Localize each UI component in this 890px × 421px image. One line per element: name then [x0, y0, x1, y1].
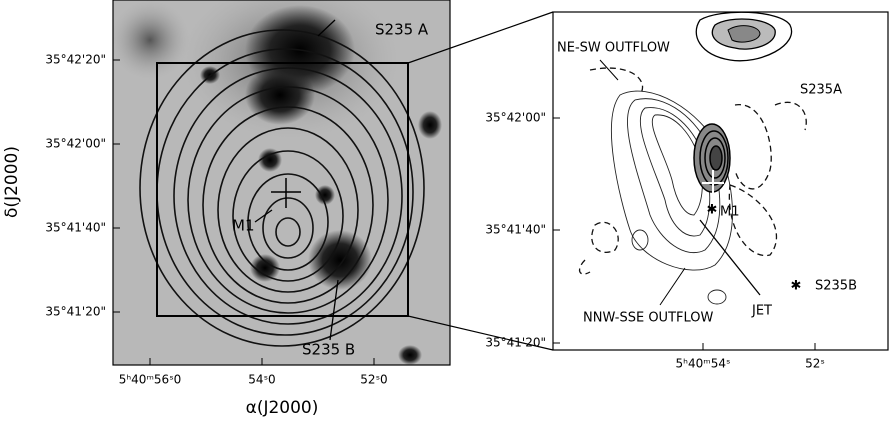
x-tick-label: 54ˢ0 [248, 373, 275, 387]
x-axis-label: α(J2000) [246, 398, 319, 418]
x-tick-label: 5ʰ40ᵐ56ˢ0 [119, 373, 182, 387]
label: M1 [720, 205, 740, 220]
y-tick-label: 35°41'20" [485, 336, 546, 350]
y-tick-label: 35°42'00" [485, 111, 546, 125]
left-frame [112, 0, 451, 366]
label: NE-SW OUTFLOW [557, 41, 670, 56]
label: S235 A [375, 21, 429, 39]
label: JET [751, 304, 772, 319]
y-tick-label: 35°42'20" [45, 53, 106, 67]
x-tick-label: 52ˢ0 [360, 373, 387, 387]
label: M1 [232, 217, 255, 235]
y-tick-label: 35°41'40" [485, 223, 546, 237]
left-image [113, 0, 450, 365]
right-contours: ✱ ✱ [578, 11, 807, 306]
x-tick-label: 52ˢ [805, 357, 825, 371]
y-tick-label: 35°41'20" [45, 305, 106, 319]
label: S235A [800, 83, 842, 98]
y-tick-label: 35°42'00" [45, 137, 106, 151]
svg-text:✱: ✱ [791, 279, 802, 294]
y-tick-label: 35°41'40" [45, 221, 106, 235]
x-tick-label: 5ʰ40ᵐ54ˢ [676, 357, 731, 371]
label: S235 B [302, 341, 355, 359]
label: NNW-SSE OUTFLOW [583, 311, 713, 326]
y-axis-label: δ(J2000) [2, 146, 22, 218]
label: S235B [815, 279, 857, 294]
svg-text:✱: ✱ [707, 203, 718, 218]
